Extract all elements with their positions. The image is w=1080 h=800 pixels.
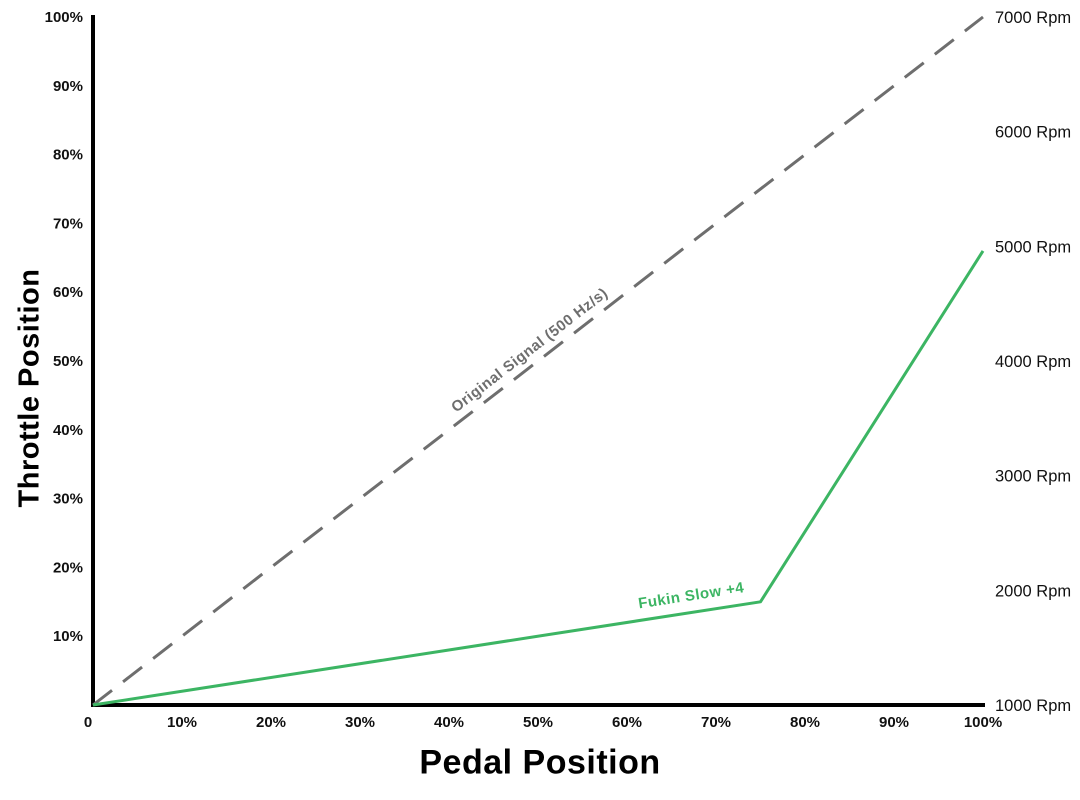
rpm-tick-label: 4000 Rpm bbox=[995, 353, 1071, 371]
x-tick-label: 0 bbox=[84, 714, 92, 731]
y-tick-label: 90% bbox=[53, 78, 83, 95]
x-tick-label: 60% bbox=[612, 714, 642, 731]
y-tick-label: 70% bbox=[53, 215, 83, 232]
rpm-tick-label: 7000 Rpm bbox=[995, 9, 1071, 27]
rpm-tick-label: 3000 Rpm bbox=[995, 468, 1071, 486]
y-tick-label: 80% bbox=[53, 147, 83, 164]
rpm-tick-label: 5000 Rpm bbox=[995, 238, 1071, 256]
x-tick-label: 70% bbox=[701, 714, 731, 731]
y-axis-title: Throttle Position bbox=[13, 268, 46, 508]
y-tick-label: 60% bbox=[53, 284, 83, 301]
y-tick-label: 50% bbox=[53, 353, 83, 370]
x-tick-label: 30% bbox=[345, 714, 375, 731]
x-tick-label: 40% bbox=[434, 714, 464, 731]
x-axis-title: Pedal Position bbox=[419, 743, 661, 782]
y-tick-label: 20% bbox=[53, 559, 83, 576]
rpm-tick-label: 6000 Rpm bbox=[995, 124, 1071, 142]
x-tick-label: 50% bbox=[523, 714, 553, 731]
y-tick-label: 40% bbox=[53, 422, 83, 439]
rpm-tick-label: 2000 Rpm bbox=[995, 582, 1071, 600]
x-tick-label: 90% bbox=[879, 714, 909, 731]
y-tick-label: 100% bbox=[45, 9, 83, 26]
x-tick-label: 10% bbox=[167, 714, 197, 731]
x-tick-label: 100% bbox=[964, 714, 1002, 731]
series-line-1 bbox=[92, 250, 985, 707]
series-label-0: Original Signal (500 Hz/s) bbox=[448, 285, 611, 417]
y-tick-label: 30% bbox=[53, 491, 83, 508]
x-tick-label: 80% bbox=[790, 714, 820, 731]
series-line-0 bbox=[92, 15, 984, 707]
rpm-tick-label: 1000 Rpm bbox=[995, 697, 1071, 715]
y-tick-label: 10% bbox=[53, 628, 83, 645]
x-tick-label: 20% bbox=[256, 714, 286, 731]
